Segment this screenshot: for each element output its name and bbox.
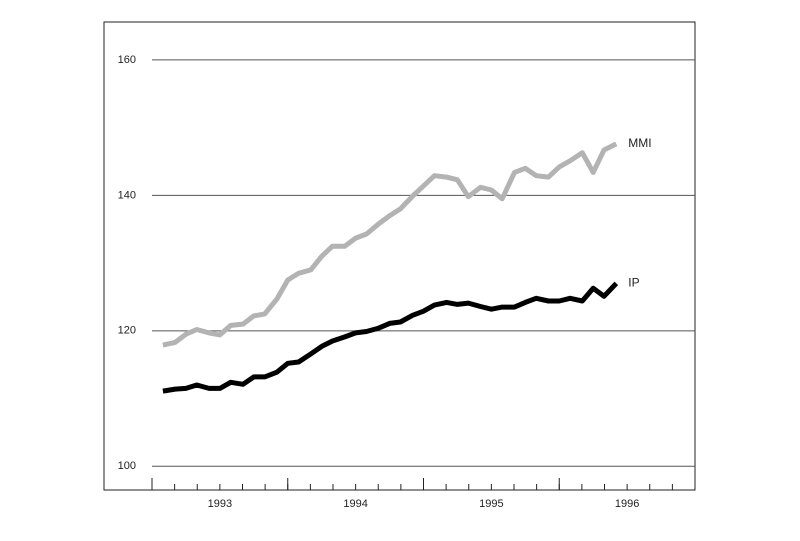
x-tick-label: 1994 xyxy=(343,498,367,510)
x-tick-label: 1993 xyxy=(208,498,232,510)
series-line xyxy=(162,281,619,394)
y-tick-label: 120 xyxy=(118,325,136,337)
series-line xyxy=(162,141,618,348)
x-tick-label: 1995 xyxy=(479,498,503,510)
series-label: MMI xyxy=(628,136,651,150)
y-tick-label: 140 xyxy=(118,189,136,201)
y-tick-label: 160 xyxy=(118,54,136,66)
plot-frame xyxy=(103,21,696,491)
y-tick-label: 100 xyxy=(118,460,136,472)
series-label: IP xyxy=(628,276,639,290)
x-tick-label: 1996 xyxy=(615,498,639,510)
